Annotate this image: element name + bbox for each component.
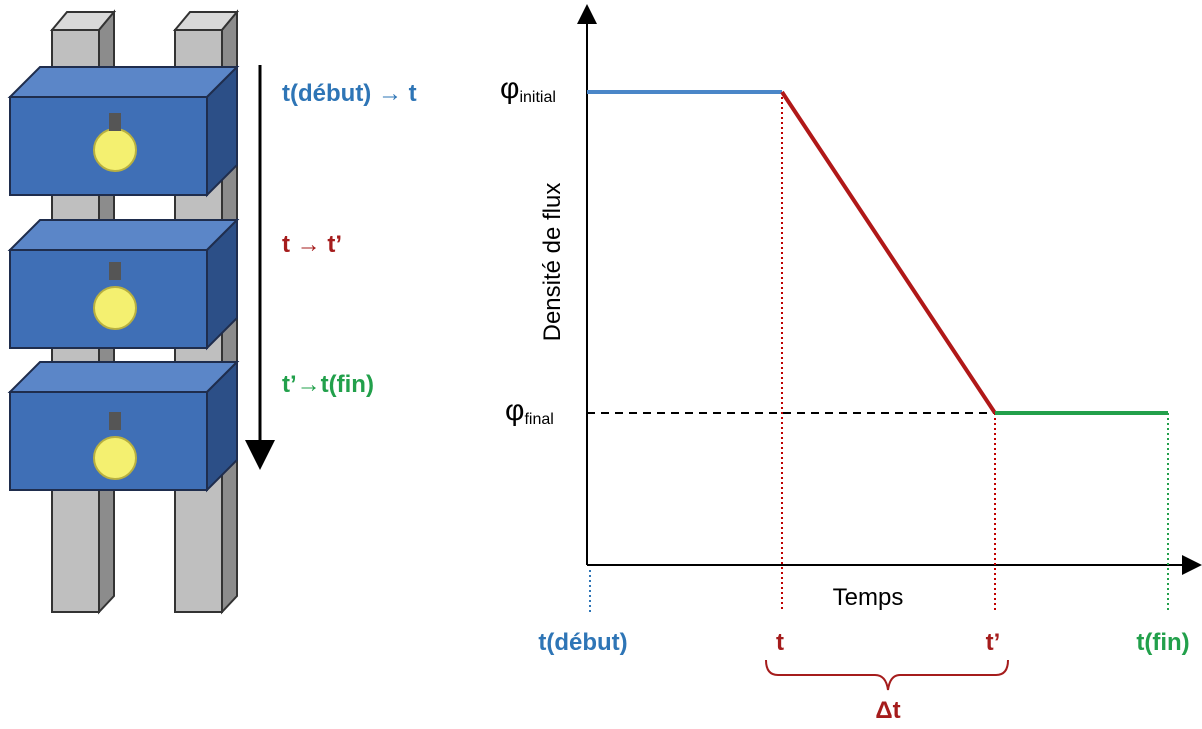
interval-label: Δt bbox=[875, 697, 900, 724]
interval-brace bbox=[765, 659, 1009, 691]
level-label: φinitial bbox=[500, 72, 556, 106]
time-label: t’ bbox=[986, 629, 1001, 656]
step-label: t(début) → t bbox=[282, 80, 417, 107]
time-label: t(fin) bbox=[1136, 629, 1189, 656]
time-label: t bbox=[776, 629, 784, 656]
transition-segment bbox=[780, 90, 997, 415]
x-axis-label: Temps bbox=[833, 584, 904, 611]
step-label: t → t’ bbox=[282, 231, 342, 258]
time-label: t(début) bbox=[538, 629, 627, 656]
y-axis-label: Densité de flux bbox=[539, 183, 566, 342]
level-label: φfinal bbox=[505, 394, 554, 428]
boxes bbox=[7, 64, 240, 493]
step-label: t’→t(fin) bbox=[282, 371, 374, 398]
